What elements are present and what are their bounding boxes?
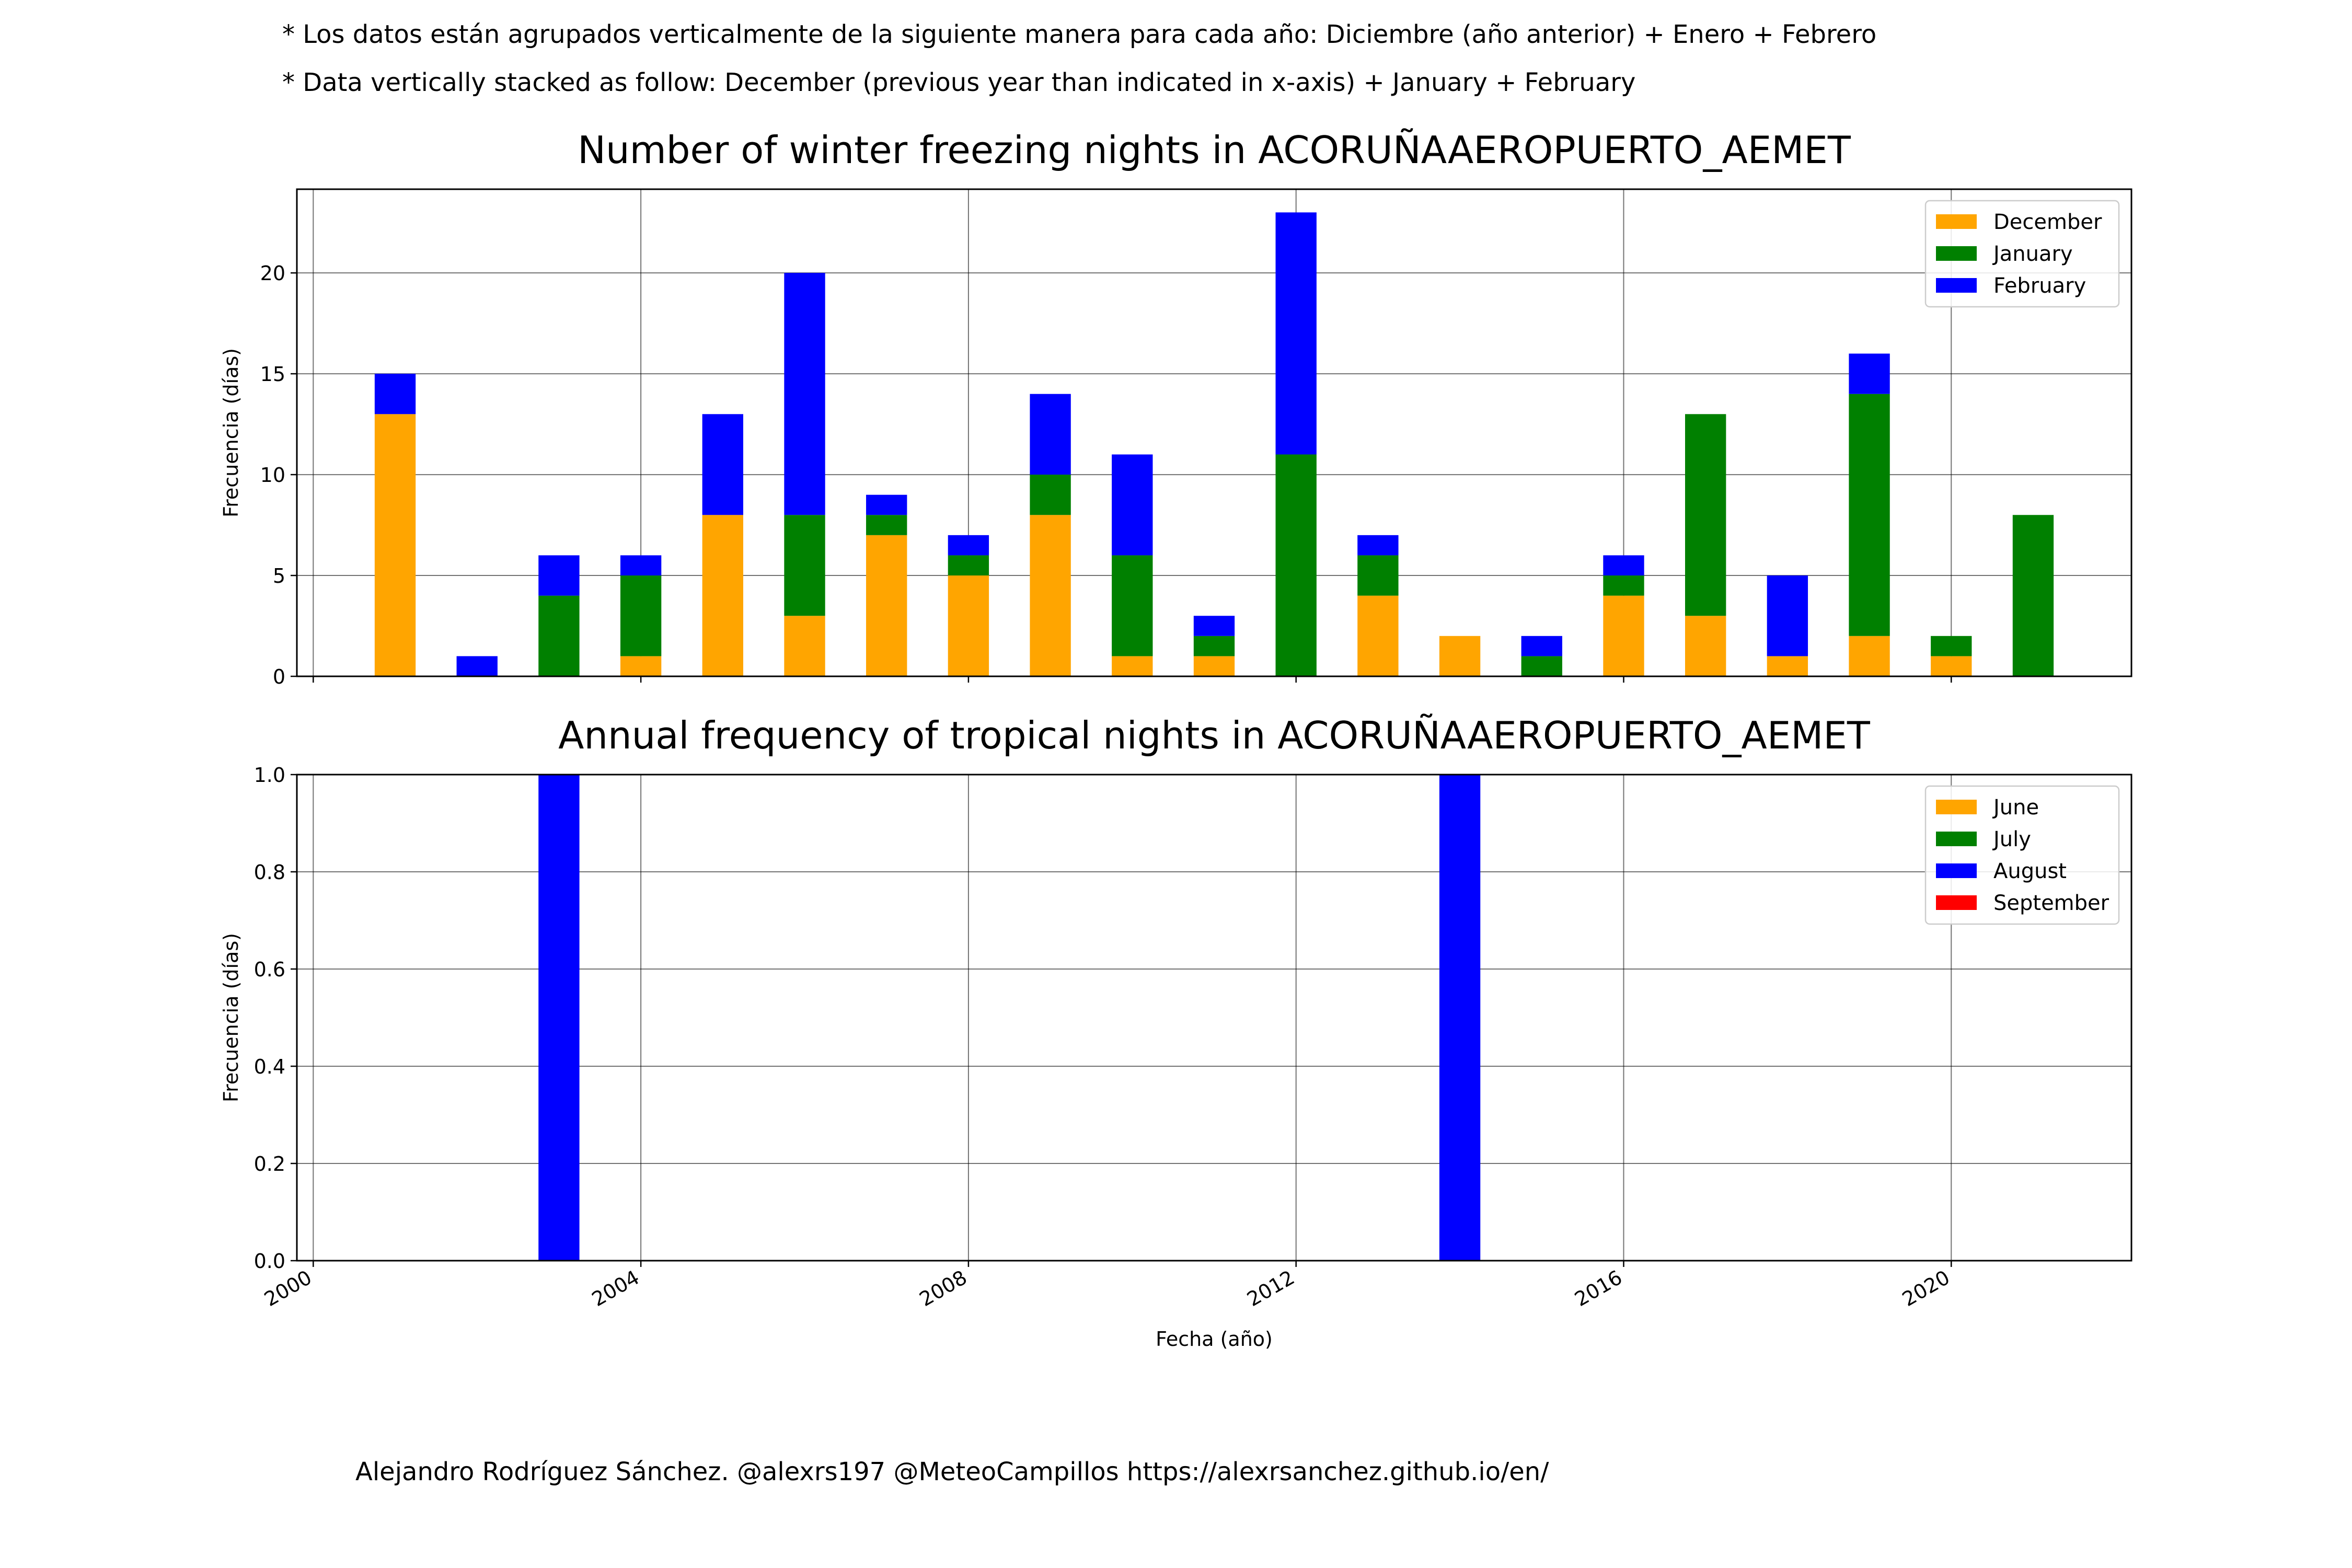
panel1-bar-december-2007 xyxy=(866,535,907,676)
panel1-bar-february-2002 xyxy=(456,656,498,676)
panel1-bar-february-2012 xyxy=(1275,212,1317,455)
panel1-title: Number of winter freezing nights in ACOR… xyxy=(578,128,1851,172)
panel1-bar-january-2019 xyxy=(1849,394,1890,636)
panel1-ytick-label: 5 xyxy=(273,564,285,587)
panel1-bar-february-2010 xyxy=(1112,454,1153,556)
panel1-bar-january-2016 xyxy=(1603,575,1644,596)
panel1-ylabel: Frecuencia (días) xyxy=(220,348,243,517)
panel1-bar-february-2011 xyxy=(1193,616,1235,636)
panel1-bar-january-2012 xyxy=(1275,454,1317,676)
panel1-bar-december-2005 xyxy=(702,515,743,676)
panel1-legend-label-december: December xyxy=(1993,210,2102,234)
panel2-legend-swatch-june xyxy=(1936,800,1977,814)
panel1-bar-december-2004 xyxy=(620,656,662,676)
panel2-legend-label-june: June xyxy=(1992,795,2039,820)
panel1-bar-january-2007 xyxy=(866,515,907,535)
note-english: * Data vertically stacked as follow: Dec… xyxy=(282,68,1636,97)
panel1-bar-january-2020 xyxy=(1931,636,1972,656)
panel2-bar-august-2014 xyxy=(1439,775,1481,1261)
panel1-bar-january-2008 xyxy=(948,555,989,576)
panel1-ytick-label: 20 xyxy=(260,262,285,285)
panel1-bar-december-2011 xyxy=(1193,656,1235,676)
panel1-bar-december-2014 xyxy=(1439,636,1481,676)
panel1-bar-february-2004 xyxy=(620,555,662,576)
panel1-bar-december-2016 xyxy=(1603,595,1644,676)
panel1-bar-december-2001 xyxy=(374,414,416,676)
panel2-axes-frame xyxy=(296,774,2132,1262)
panel2-xtick-label: 2004 xyxy=(588,1266,643,1311)
panel1-bar-december-2017 xyxy=(1685,616,1726,676)
panel1-bar-january-2004 xyxy=(620,575,662,656)
panel2-xtick-label: 2016 xyxy=(1571,1266,1626,1311)
panel1-bar-january-2003 xyxy=(538,595,580,676)
panel1-bar-december-2010 xyxy=(1112,656,1153,676)
panel1-bar-february-2003 xyxy=(538,555,580,596)
panel1-bar-january-2010 xyxy=(1112,555,1153,656)
panel1-bar-december-2018 xyxy=(1767,656,1808,676)
panel2-xtick-label: 2008 xyxy=(916,1266,971,1311)
panel2-title: Annual frequency of tropical nights in A… xyxy=(558,713,1871,757)
panel2-ytick-label: 0.2 xyxy=(254,1152,285,1175)
panel1-ytick-label: 15 xyxy=(260,363,285,386)
panel1-bar-january-2006 xyxy=(784,515,825,616)
panel1-bar-february-2013 xyxy=(1357,535,1399,556)
panel1-bar-december-2019 xyxy=(1849,636,1890,676)
panel1-ytick-label: 10 xyxy=(260,464,285,487)
author-credit: Alejandro Rodríguez Sánchez. @alexrs197 … xyxy=(355,1457,1549,1486)
panel1-bar-february-2018 xyxy=(1767,575,1808,656)
panel1-legend-label-january: January xyxy=(1992,242,2073,266)
panel2-ytick-label: 0.4 xyxy=(254,1055,285,1078)
panel1-bar-january-2021 xyxy=(2012,515,2054,676)
panel1-bar-february-2007 xyxy=(866,494,907,515)
panel2-legend-label-september: September xyxy=(1993,891,2109,915)
panel2-legend-swatch-september xyxy=(1936,895,1977,910)
panel1-legend-label-february: February xyxy=(1993,274,2086,298)
note-spanish: * Los datos están agrupados verticalment… xyxy=(282,20,1877,49)
panel1-bar-december-2013 xyxy=(1357,595,1399,676)
panel2-ytick-label: 1.0 xyxy=(254,764,285,787)
panel1-bar-february-2016 xyxy=(1603,555,1644,576)
panel2-ytick-label: 0.0 xyxy=(254,1250,285,1273)
panel2-legend-swatch-july xyxy=(1936,832,1977,846)
panel1-axes-frame xyxy=(296,188,2132,677)
panel2-legend-label-august: August xyxy=(1993,859,2067,883)
panel1-bar-december-2009 xyxy=(1030,515,1071,676)
panel2-legend-box xyxy=(1924,785,2120,925)
panel1-ytick-label: 0 xyxy=(273,665,285,688)
panel1-bar-february-2015 xyxy=(1521,636,1562,656)
panel1-bar-february-2009 xyxy=(1030,394,1071,475)
panel2-bar-august-2003 xyxy=(538,775,580,1261)
panel2-xlabel: Fecha (año) xyxy=(1156,1328,1273,1351)
panel1-bar-january-2015 xyxy=(1521,656,1562,676)
panel1-bar-february-2001 xyxy=(374,374,416,414)
panel2-legend-label-july: July xyxy=(1992,827,2031,851)
panel1-bar-february-2006 xyxy=(784,273,825,515)
panel1-bar-december-2006 xyxy=(784,616,825,676)
panel1-legend-swatch-february xyxy=(1936,278,1977,293)
panel1-bar-january-2013 xyxy=(1357,555,1399,596)
panel2-ytick-label: 0.6 xyxy=(254,958,285,981)
panel1-legend-swatch-january xyxy=(1936,246,1977,261)
panel2-xtick-label: 2012 xyxy=(1243,1266,1298,1311)
panel1-bar-january-2017 xyxy=(1685,414,1726,616)
panel1-bar-february-2019 xyxy=(1849,353,1890,394)
panel1-bar-january-2009 xyxy=(1030,475,1071,515)
panel2-legend-swatch-august xyxy=(1936,863,1977,878)
panel1-bar-february-2008 xyxy=(948,535,989,556)
panel2-ylabel: Frecuencia (días) xyxy=(220,933,243,1102)
panel1-bar-december-2020 xyxy=(1931,656,1972,676)
panel1-bar-december-2008 xyxy=(948,575,989,676)
panel2-ytick-label: 0.8 xyxy=(254,861,285,884)
panel1-bar-february-2005 xyxy=(702,414,743,515)
panel2-xtick-label: 2020 xyxy=(1898,1266,1954,1311)
panel1-legend-swatch-december xyxy=(1936,214,1977,229)
panel1-bar-january-2011 xyxy=(1193,636,1235,656)
